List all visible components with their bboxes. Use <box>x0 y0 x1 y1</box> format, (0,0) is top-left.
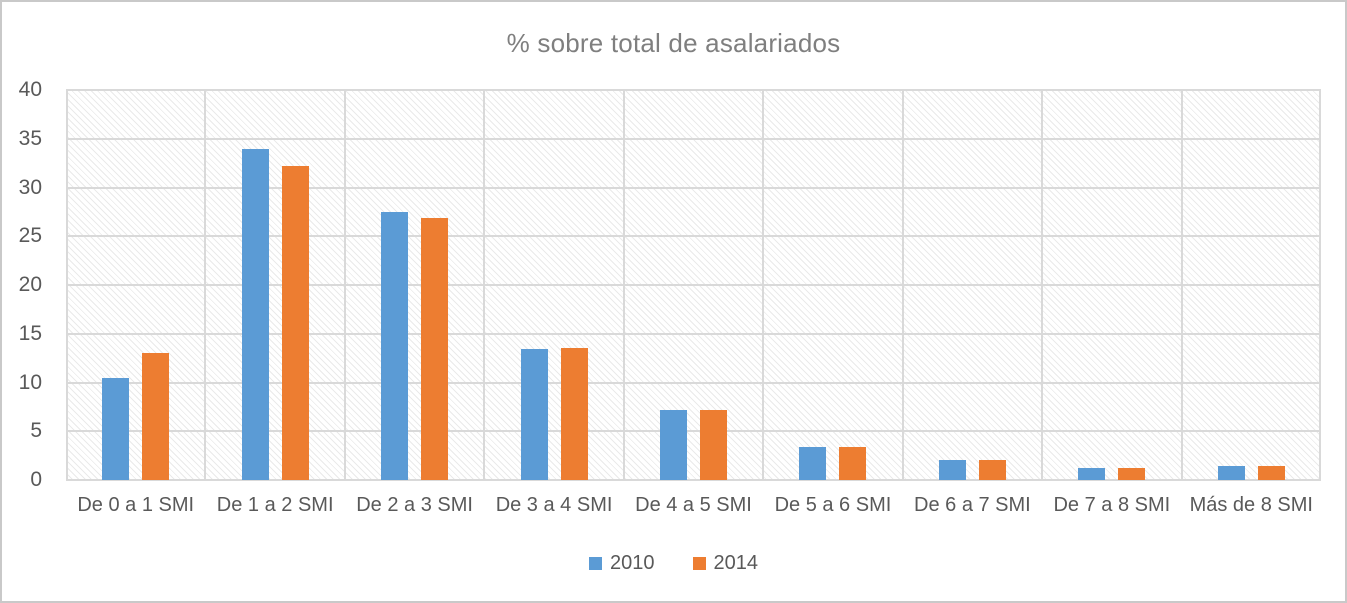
bar-2014-de-1-a-2-smi <box>281 166 309 480</box>
bar-2014-mas-de-8-smi <box>1257 465 1285 480</box>
gridline-x-2 <box>343 90 346 480</box>
gridline-x-6 <box>901 90 904 480</box>
y-tick-label-5: 5 <box>30 419 42 443</box>
gridline-y-15 <box>66 332 1321 335</box>
x-tick-label-de-4-a-5-smi: De 4 a 5 SMI <box>635 494 752 516</box>
gridline-y-25 <box>66 235 1321 238</box>
gridline-y-35 <box>66 137 1321 140</box>
bar-2014-de-5-a-6-smi <box>839 446 867 480</box>
x-tick-label-de-7-a-8-smi: De 7 a 8 SMI <box>1053 494 1171 516</box>
x-axis: De 0 a 1 SMI De 1 a 2 SMI De 2 a 3 SMI De 3… <box>66 494 1321 524</box>
gridline-y-20 <box>66 284 1321 286</box>
gridline-x-3 <box>483 90 486 480</box>
bar-2014-de-6-a-7-smi <box>978 459 1006 480</box>
bar-2010-de-5-a-6-smi <box>799 446 827 480</box>
x-tick-label-de-6-a-7-smi: De 6 a 7 SMI <box>914 494 1031 516</box>
bar-2014-de-2-a-3-smi <box>421 217 449 480</box>
y-tick-label-40: 40 <box>18 78 42 101</box>
legend-item-2010: 2010 <box>589 552 655 575</box>
y-tick-label-25: 25 <box>18 224 42 248</box>
bar-2014-de-4-a-5-smi <box>700 409 727 480</box>
plot-area <box>66 89 1321 481</box>
bar-2010-de-3-a-4-smi <box>520 349 548 480</box>
legend-item-2014: 2014 <box>692 552 759 575</box>
bar-2014-de-7-a-8-smi <box>1118 468 1146 480</box>
bar-2010-de-4-a-5-smi <box>660 409 687 480</box>
bar-2010-mas-de-8-smi <box>1217 465 1245 480</box>
bar-2010-de-1-a-2-smi <box>241 149 269 480</box>
legend-swatch-2010 <box>589 557 602 570</box>
gridline-y-10 <box>66 381 1321 384</box>
gridline-x-0 <box>66 90 68 480</box>
y-tick-label-15: 15 <box>18 321 42 345</box>
y-axis: 0 5 10 15 20 25 30 35 40 <box>2 78 52 491</box>
y-tick-label-10: 10 <box>18 370 42 394</box>
gridline-x-8 <box>1180 90 1183 480</box>
legend-label-2010: 2010 <box>610 552 655 574</box>
bar-2010-de-2-a-3-smi <box>381 211 409 480</box>
x-tick-label-de-0-a-1-smi: De 0 a 1 SMI <box>77 494 195 516</box>
x-tick-label-mas-de-8-smi: Más de 8 SMI <box>1189 494 1313 516</box>
chart-title: % sobre total de asalariados <box>506 28 841 58</box>
gridline-x-4 <box>622 90 625 480</box>
bar-2010-de-0-a-1-smi <box>102 377 130 480</box>
x-tick-label-de-3-a-4-smi: De 3 a 4 SMI <box>495 494 613 516</box>
gridline-x-5 <box>762 90 765 480</box>
x-tick-label-de-5-a-6-smi: De 5 a 6 SMI <box>774 494 892 516</box>
y-tick-label-20: 20 <box>18 273 42 296</box>
x-tick-label-de-1-a-2-smi: De 1 a 2 SMI <box>216 494 334 516</box>
bar-2014-de-3-a-4-smi <box>560 348 588 480</box>
y-tick-label-35: 35 <box>18 126 42 150</box>
bar-2010-de-7-a-8-smi <box>1078 468 1106 480</box>
gridline-x-9 <box>1319 90 1321 480</box>
gridline-y-40 <box>66 89 1321 91</box>
gridline-y-30 <box>66 186 1321 189</box>
y-tick-label-30: 30 <box>18 175 42 199</box>
bar-2010-de-6-a-7-smi <box>938 459 966 480</box>
bar-2014-de-0-a-1-smi <box>142 353 170 480</box>
legend: 2010 2014 <box>2 552 1345 575</box>
x-tick-label-de-2-a-3-smi: De 2 a 3 SMI <box>356 494 473 516</box>
y-tick-label-0: 0 <box>30 468 42 491</box>
gridline-y-0 <box>66 479 1321 481</box>
gridline-y-5 <box>66 430 1321 433</box>
gridline-x-1 <box>204 90 207 480</box>
legend-label-2014: 2014 <box>713 552 759 574</box>
gridline-x-7 <box>1041 90 1044 480</box>
legend-swatch-2014 <box>692 557 706 570</box>
